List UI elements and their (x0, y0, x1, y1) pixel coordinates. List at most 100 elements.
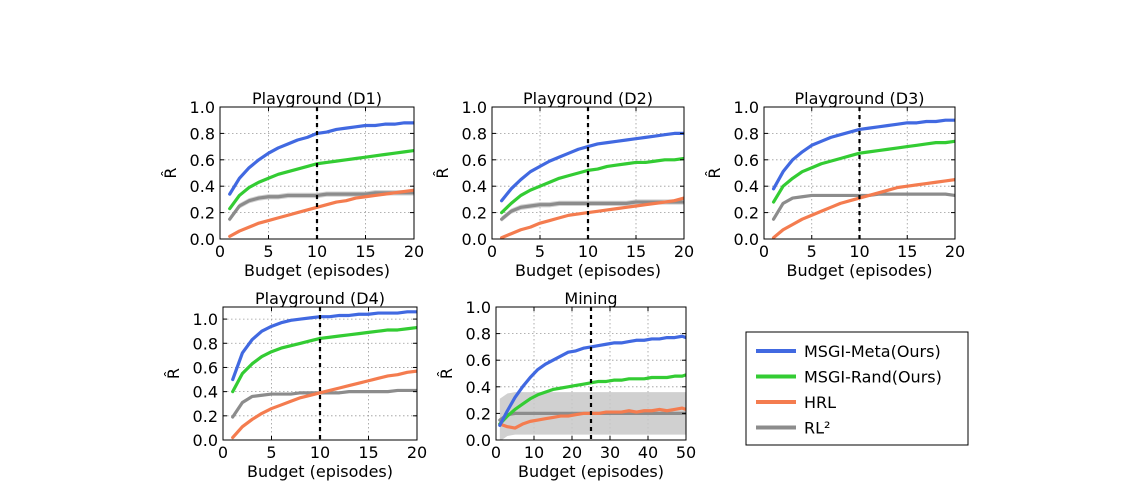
x-tick-label: 10 (310, 443, 330, 462)
x-tick-label: 20 (407, 443, 427, 462)
y-tick-label: 0.8 (193, 334, 218, 353)
series-line-hrl (231, 369, 417, 440)
data-layer (228, 121, 414, 238)
x-tick-label: 5 (266, 443, 276, 462)
legend-label-hrl: HRL (804, 393, 836, 412)
y-tick-label: 0.0 (190, 230, 215, 249)
subplot-3: 0 5 10 15 20 0.0 0.2 0.4 0.6 0.8 1.0 Playground (D3… (705, 89, 965, 280)
y-axis-label: R̂ (433, 167, 452, 178)
x-tick-label: 50 (676, 443, 696, 462)
y-tick-label: 0.2 (734, 204, 759, 223)
x-tick-label: 0 (487, 242, 497, 261)
x-tick-label: 10 (524, 443, 544, 462)
series-band-rl2 (499, 392, 686, 440)
y-tick-label: 0.2 (190, 204, 215, 223)
y-tick-label: 0.6 (190, 151, 215, 170)
y-tick-label: 0.2 (462, 204, 487, 223)
x-tick-label: 15 (626, 242, 646, 261)
y-axis-label: R̂ (705, 167, 724, 178)
legend-label-rl2: RL² (804, 419, 830, 438)
y-tick-label: 1.0 (466, 298, 491, 317)
y-tick-label: 0.6 (466, 351, 491, 370)
y-tick-label: 0.4 (734, 177, 759, 196)
legend-label-msgi_meta: MSGI-Meta(Ours) (804, 342, 941, 361)
subplot-2: 0 5 10 15 20 0.0 0.2 0.4 0.6 0.8 1.0 Playground (D2… (433, 89, 694, 280)
series-line-msgi_meta (228, 121, 414, 196)
series-line-hrl (228, 188, 414, 238)
series-line-msgi_rand (228, 148, 414, 211)
data-layer (500, 131, 684, 239)
y-tick-label: 0.2 (466, 404, 491, 423)
x-tick-label: 15 (358, 443, 378, 462)
x-axis-label: Budget (episodes) (244, 261, 390, 280)
y-tick-label: 0.0 (466, 431, 491, 450)
series-line-msgi_rand (231, 325, 417, 394)
data-layer (498, 334, 686, 440)
plot-frame (495, 306, 687, 441)
y-tick-label: 0.6 (462, 151, 487, 170)
x-tick-label: 10 (307, 242, 327, 261)
x-tick-label: 10 (578, 242, 598, 261)
series-line-msgi_meta (231, 310, 417, 382)
series-line-msgi_rand (771, 139, 955, 204)
x-tick-label: 20 (404, 242, 424, 261)
subplot-title: Playground (D3) (794, 89, 924, 108)
data-layer (231, 310, 417, 440)
x-tick-label: 20 (562, 443, 582, 462)
y-tick-label: 1.0 (462, 98, 487, 117)
y-axis-label: R̂ (437, 368, 456, 379)
legend-label-msgi_rand: MSGI-Rand(Ours) (804, 368, 942, 387)
x-tick-label: 20 (945, 242, 965, 261)
series-line-msgi_meta (498, 334, 686, 427)
y-tick-label: 0.4 (462, 177, 487, 196)
y-tick-label: 0.6 (193, 358, 218, 377)
y-tick-label: 0.4 (193, 383, 218, 402)
y-tick-label: 0.4 (466, 378, 491, 397)
x-axis-label: Budget (episodes) (247, 462, 393, 481)
series-line-msgi_meta (771, 118, 955, 191)
x-tick-label: 40 (638, 443, 658, 462)
x-tick-label: 15 (897, 242, 917, 261)
y-axis-label: R̂ (161, 167, 180, 178)
subplot-5: 0 10 20 30 40 50 0.0 0.2 0.4 0.6 0.8 1.0 Mining Budge… (437, 289, 696, 481)
x-axis-label: Budget (episodes) (786, 261, 932, 280)
x-axis-label: Budget (episodes) (518, 462, 664, 481)
subplot-title: Mining (564, 289, 617, 308)
y-axis-label: R̂ (164, 368, 183, 379)
y-tick-label: 0.0 (462, 230, 487, 249)
series-line-msgi_rand (500, 156, 684, 215)
y-tick-label: 0.8 (466, 325, 491, 344)
x-tick-label: 5 (535, 242, 545, 261)
x-tick-label: 30 (600, 443, 620, 462)
x-tick-label: 0 (491, 443, 501, 462)
y-tick-label: 0.8 (734, 124, 759, 143)
y-tick-label: 0.0 (734, 230, 759, 249)
subplot-title: Playground (D4) (255, 289, 385, 308)
series-line-msgi_meta (500, 131, 684, 203)
y-tick-label: 0.0 (193, 431, 218, 450)
subplot-title: Playground (D2) (523, 89, 653, 108)
x-tick-label: 0 (218, 443, 228, 462)
subplot-title: Playground (D1) (252, 89, 382, 108)
subplot-4: 0 5 10 15 20 0.0 0.2 0.4 0.6 0.8 1.0 Playground (D4… (164, 289, 427, 481)
y-tick-label: 1.0 (734, 98, 759, 117)
x-tick-label: 0 (215, 242, 225, 261)
data-layer (771, 118, 955, 239)
y-tick-label: 0.8 (190, 124, 215, 143)
y-tick-label: 0.8 (462, 124, 487, 143)
series-line-hrl (500, 196, 684, 239)
series-line-hrl (498, 406, 686, 430)
x-tick-label: 10 (849, 242, 869, 261)
x-tick-label: 5 (263, 242, 273, 261)
series-line-hrl (771, 178, 955, 239)
x-axis-label: Budget (episodes) (515, 261, 661, 280)
y-tick-label: 0.6 (734, 151, 759, 170)
y-tick-label: 0.4 (190, 177, 215, 196)
x-tick-label: 5 (807, 242, 817, 261)
y-tick-label: 1.0 (193, 310, 218, 329)
x-tick-label: 20 (674, 242, 694, 261)
x-tick-label: 15 (355, 242, 375, 261)
y-tick-label: 0.2 (193, 407, 218, 426)
y-tick-label: 1.0 (190, 98, 215, 117)
x-tick-label: 0 (759, 242, 769, 261)
